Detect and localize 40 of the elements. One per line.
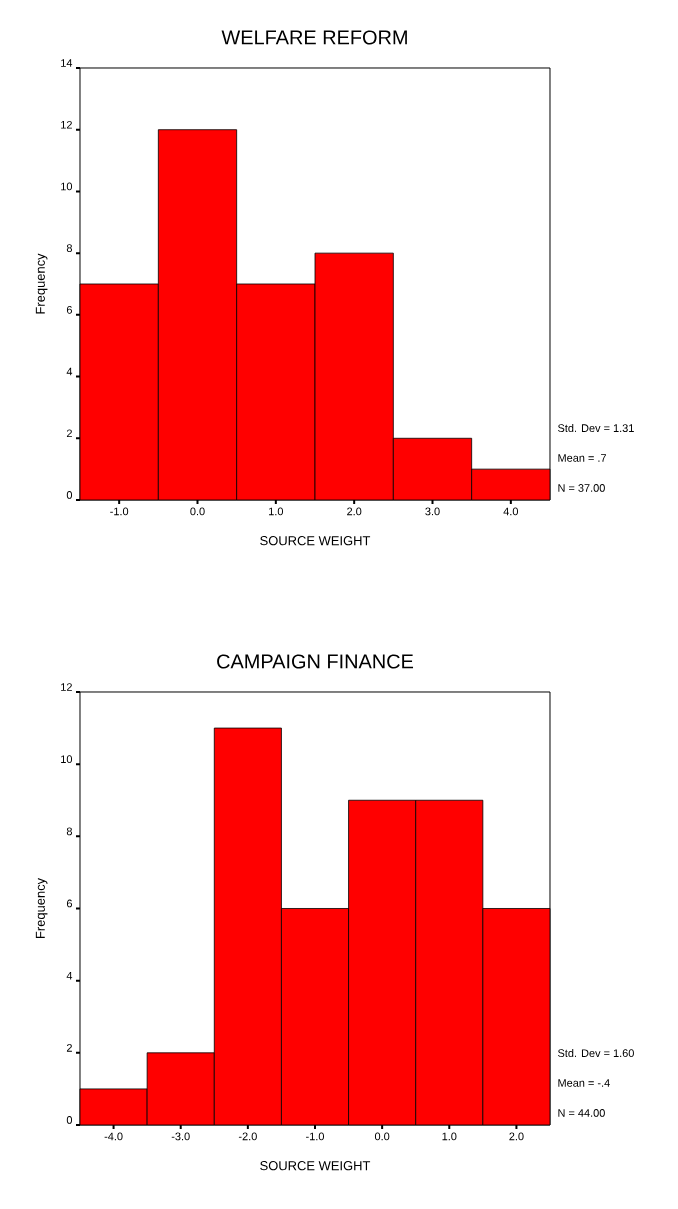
y-tick-label: 2 — [66, 429, 72, 438]
x-tick-label: -3.0 — [171, 1132, 190, 1141]
y-tick-label: 6 — [66, 305, 72, 314]
y-tick-label: 4 — [66, 367, 73, 376]
y-tick-label: 0 — [66, 491, 73, 499]
x-axis-title: SOURCE WEIGHT — [260, 1161, 371, 1171]
text: Mean = .7 — [558, 454, 606, 462]
x-tick-label: 1.0 — [442, 1132, 457, 1141]
chart-title: WELFARE REFORM — [221, 30, 407, 45]
x-tick-label: 1.0 — [269, 507, 284, 516]
y-tick-label: 12 — [61, 683, 72, 691]
text: Mean = -.4 — [558, 1079, 610, 1087]
y-tick-label: 10 — [61, 755, 73, 764]
y-tick-label: 10 — [61, 182, 73, 191]
x-tick-label: 0.0 — [374, 1132, 390, 1141]
y-tick-label: 12 — [61, 120, 72, 129]
x-tick-label: 2.0 — [509, 1132, 524, 1141]
text: Std. Dev = 1.60 — [558, 1048, 634, 1058]
y-tick-label: 4 — [66, 971, 73, 980]
chart-title: CAMPAIGN FINANCE — [217, 654, 414, 669]
y-tick-label: 6 — [66, 899, 72, 908]
x-tick-label: 3.0 — [425, 507, 440, 516]
x-axis-title: SOURCE WEIGHT — [260, 536, 371, 546]
y-tick-label: 2 — [66, 1044, 72, 1052]
x-tick-label: 2.0 — [347, 507, 362, 516]
y-tick-label: 8 — [66, 244, 72, 253]
x-tick-label: -2.0 — [238, 1132, 257, 1141]
text: Std. Dev = 1.31 — [558, 423, 634, 433]
x-tick-label: -1.0 — [306, 1132, 324, 1141]
y-tick-label: 0 — [66, 1116, 73, 1124]
y-axis-title: Frequency — [35, 877, 48, 939]
y-axis-title: Frequency — [35, 253, 48, 314]
x-tick-label: -1.0 — [110, 507, 129, 516]
y-tick-label: 14 — [61, 59, 73, 67]
text: N = 44.00 — [558, 1109, 605, 1117]
x-tick-label: -4.0 — [104, 1132, 123, 1141]
x-tick-label: 4.0 — [503, 507, 519, 516]
y-tick-label: 8 — [66, 827, 72, 836]
text: N = 37.00 — [558, 484, 605, 492]
x-tick-label: 0.0 — [190, 507, 205, 516]
